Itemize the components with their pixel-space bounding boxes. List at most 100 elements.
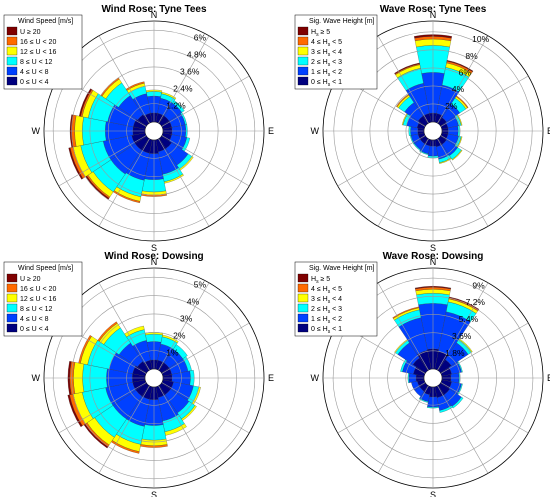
ring-label: 4% [187,297,200,307]
legend: Sig. Wave Height [m] Hs ≥ 54 ≤ Hs < 53 ≤ … [294,14,378,90]
grid-spoke [161,135,250,187]
legend-swatch [297,303,309,313]
rose-bar-nnw-s4 [392,306,420,319]
rose-bar-wsw-s5 [67,394,83,428]
legend-entry: 0 ≤ Hs < 1 [311,326,342,335]
legend-swatch [6,26,18,36]
legend-swatch [6,46,18,56]
legend-entry: 4 ≤ Hs < 5 [311,39,342,48]
ring-label: 1% [166,348,179,358]
legend-entry: 0 ≤ U < 4 [20,326,49,333]
ring-label: 5.4% [459,314,479,324]
grid-spoke [437,35,489,124]
legend-entry: 4 ≤ Hs < 5 [311,286,342,295]
legend-entry: Hs ≥ 5 [311,29,330,38]
rose-bar-ne-s4 [455,95,469,109]
grid-spoke [377,138,429,227]
legend-title: Sig. Wave Height [m] [309,265,375,272]
center-hole [144,121,164,141]
legend-entry: 2 ≤ Hs < 3 [311,306,342,315]
legend-swatch [6,303,18,313]
rose-bar-ne-s2 [173,344,188,359]
compass-label-n: N [430,257,437,267]
compass-label-n: N [151,257,158,267]
legend-swatch [6,323,18,333]
legend-entry: U ≥ 20 [20,29,41,36]
legend-swatch [6,273,18,283]
compass-label-e: E [547,373,550,383]
legend-swatch [6,36,18,46]
grid-spoke [377,282,429,371]
grid-spoke [98,282,150,371]
compass-label-w: W [32,126,41,136]
legend-entry: 8 ≤ U < 12 [20,306,53,313]
ring-label: 3.6% [452,331,472,341]
rose-bar-nnw-s3 [124,325,145,338]
legend-entry: 8 ≤ U < 12 [20,59,53,66]
legend-swatch [297,46,309,56]
ring-label: 1.2% [166,101,186,111]
legend-swatch [6,293,18,303]
legend-entry: 0 ≤ U < 4 [20,79,49,86]
rose-bar-ne-s2 [172,100,185,113]
rose-bar-ene-s2 [457,361,463,373]
grid-spoke [158,282,210,371]
legend-entry: 2 ≤ Hs < 3 [311,59,342,68]
grid-spoke [377,385,429,474]
legend-box [294,261,378,337]
rose-bar-se-s3 [451,149,463,161]
legend-entry: 1 ≤ Hs < 2 [311,316,342,325]
legend-swatch [297,76,309,86]
legend-swatch [6,66,18,76]
grid-spoke [98,35,150,124]
ring-label: 4% [452,84,465,94]
legend-entry: Hs ≥ 5 [311,276,330,285]
grid-spoke [58,135,147,187]
grid-spoke [437,385,489,474]
grid-spoke [158,385,210,474]
rose-bar-nne-s3 [162,334,179,344]
rose-bar-nnw-s5 [394,62,420,75]
compass-label-e: E [268,126,274,136]
ring-label: 6% [459,67,472,77]
grid-spoke [158,35,210,124]
rose-panel-1: Wind Rose: Tyne Tees 1.2% 2.4% 3.6% 4.8% 6% N E… [3,4,274,253]
legend-swatch [297,66,309,76]
grid-spoke [440,135,529,187]
legend-entry: 12 ≤ U < 16 [20,296,56,303]
compass-label-s: S [151,243,157,253]
ring-label: 3% [180,314,193,324]
rose-bar-nw-s4 [97,321,118,342]
legend-swatch [6,283,18,293]
legend-title: Wind Speed [m/s] [18,18,73,25]
rose-bar-nne-s3 [161,92,177,100]
grid-spoke [440,322,529,374]
legend-title: Sig. Wave Height [m] [309,18,375,25]
compass-label-e: E [268,373,274,383]
ring-label: 2.4% [173,84,193,94]
grid-spoke [161,322,250,374]
compass-label-e: E [547,126,550,136]
rose-bar-ssw-s2 [419,150,429,156]
ring-label: 4.8% [187,50,207,60]
grid-spoke [161,75,250,127]
legend: Wind Speed [m/s] U ≥ 20 16 ≤ U < 20 12 ≤ U … [3,261,83,337]
legend-swatch [297,26,309,36]
grid-spoke [337,382,426,434]
rose-bar-wsw-s5 [68,147,84,180]
grid-spoke [437,138,489,227]
grid-spoke [440,75,529,127]
compass-label-s: S [430,243,436,253]
panel-title: Wave Rose: Tyne Tees [380,4,487,15]
panel-title: Wind Rose: Dowsing [104,251,203,262]
ring-label: 1.8% [445,348,465,358]
legend: Wind Speed [m/s] U ≥ 20 16 ≤ U < 20 12 ≤ U … [3,14,83,90]
grid-spoke [377,35,429,124]
ring-label: 3.6% [180,67,200,77]
grid-spoke [337,135,426,187]
rose-panel-3: Wind Rose: Dowsing 1% 2% 3% 4% 5% N E S W Wind Spe… [3,251,274,497]
compass-label-s: S [151,490,157,497]
center-hole [423,121,443,141]
compass-label-n: N [151,10,158,20]
